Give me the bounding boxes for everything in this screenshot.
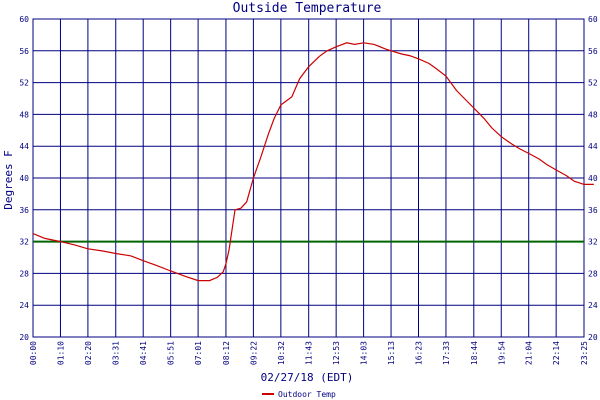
- y-tick-label-right: 20: [588, 333, 598, 342]
- x-tick-label: 08:12: [222, 341, 231, 365]
- x-tick-label: 04:41: [139, 341, 148, 365]
- y-tick-label: 24: [19, 301, 29, 310]
- x-tick-label: 19:54: [497, 341, 506, 365]
- x-tick-label: 15:13: [387, 341, 396, 365]
- x-tick-label: 11:43: [305, 341, 314, 365]
- x-tick-label: 09:22: [249, 341, 258, 365]
- y-tick-label: 52: [19, 79, 29, 88]
- y-tick-label-right: 52: [588, 79, 598, 88]
- x-tick-label: 17:33: [442, 341, 451, 365]
- x-tick-label: 03:31: [112, 341, 121, 365]
- x-tick-label: 23:25: [580, 341, 589, 365]
- y-tick-label-right: 24: [588, 301, 598, 310]
- y-tick-label-right: 28: [588, 269, 598, 278]
- y-tick-label: 40: [19, 174, 29, 183]
- grid: [32, 18, 585, 338]
- x-tick-label: 18:44: [470, 341, 479, 365]
- y-tick-label: 32: [19, 238, 29, 247]
- y-tick-label-right: 32: [588, 238, 598, 247]
- y-tick-label-right: 36: [588, 206, 598, 215]
- y-tick-label-right: 56: [588, 47, 598, 56]
- y-tick-label-right: 48: [588, 110, 598, 119]
- series-group: [32, 42, 594, 282]
- x-tick-label: 02:20: [84, 341, 93, 365]
- y-tick-label: 56: [19, 47, 29, 56]
- plot-frame: [32, 18, 585, 338]
- y-tick-label: 60: [19, 15, 29, 24]
- legend-label: Outdoor Temp: [278, 390, 336, 399]
- x-tick-label: 05:51: [167, 341, 176, 365]
- x-tick-label: 00:00: [29, 341, 38, 365]
- x-tick-label: 12:53: [332, 341, 341, 365]
- legend: Outdoor Temp: [262, 390, 336, 399]
- y-tick-label: 28: [19, 269, 29, 278]
- x-tick-label: 16:23: [415, 341, 424, 365]
- x-axis-label: 02/27/18 (EDT): [261, 371, 354, 384]
- y-tick-label: 48: [19, 110, 29, 119]
- x-tick-label: 07:01: [194, 341, 203, 365]
- y-tick-label: 20: [19, 333, 29, 342]
- x-tick-label: 22:14: [552, 341, 561, 365]
- y-tick-labels-right: 20 24 28 32 36 40 44 48 52 56 60: [588, 15, 598, 342]
- y-tick-label: 44: [19, 142, 29, 151]
- y-tick-label-right: 44: [588, 142, 598, 151]
- x-tick-label: 14:03: [360, 341, 369, 365]
- y-tick-label: 36: [19, 206, 29, 215]
- y-tick-labels-left: 20 24 28 32 36 40 44 48 52 56 60: [19, 15, 29, 342]
- x-tick-labels: 00:00 01:10 02:20 03:31 04:41 05:51 07:01 08:12…: [29, 341, 589, 365]
- chart-title: Outside Temperature: [233, 1, 382, 16]
- y-axis-label: Degrees F: [2, 150, 15, 210]
- series-line-outdoor-temp: [32, 42, 594, 282]
- x-tick-label: 10:32: [277, 341, 286, 365]
- x-tick-label: 01:10: [56, 341, 65, 365]
- y-tick-label-right: 40: [588, 174, 598, 183]
- y-tick-label-right: 60: [588, 15, 598, 24]
- x-tick-label: 21:04: [525, 341, 534, 365]
